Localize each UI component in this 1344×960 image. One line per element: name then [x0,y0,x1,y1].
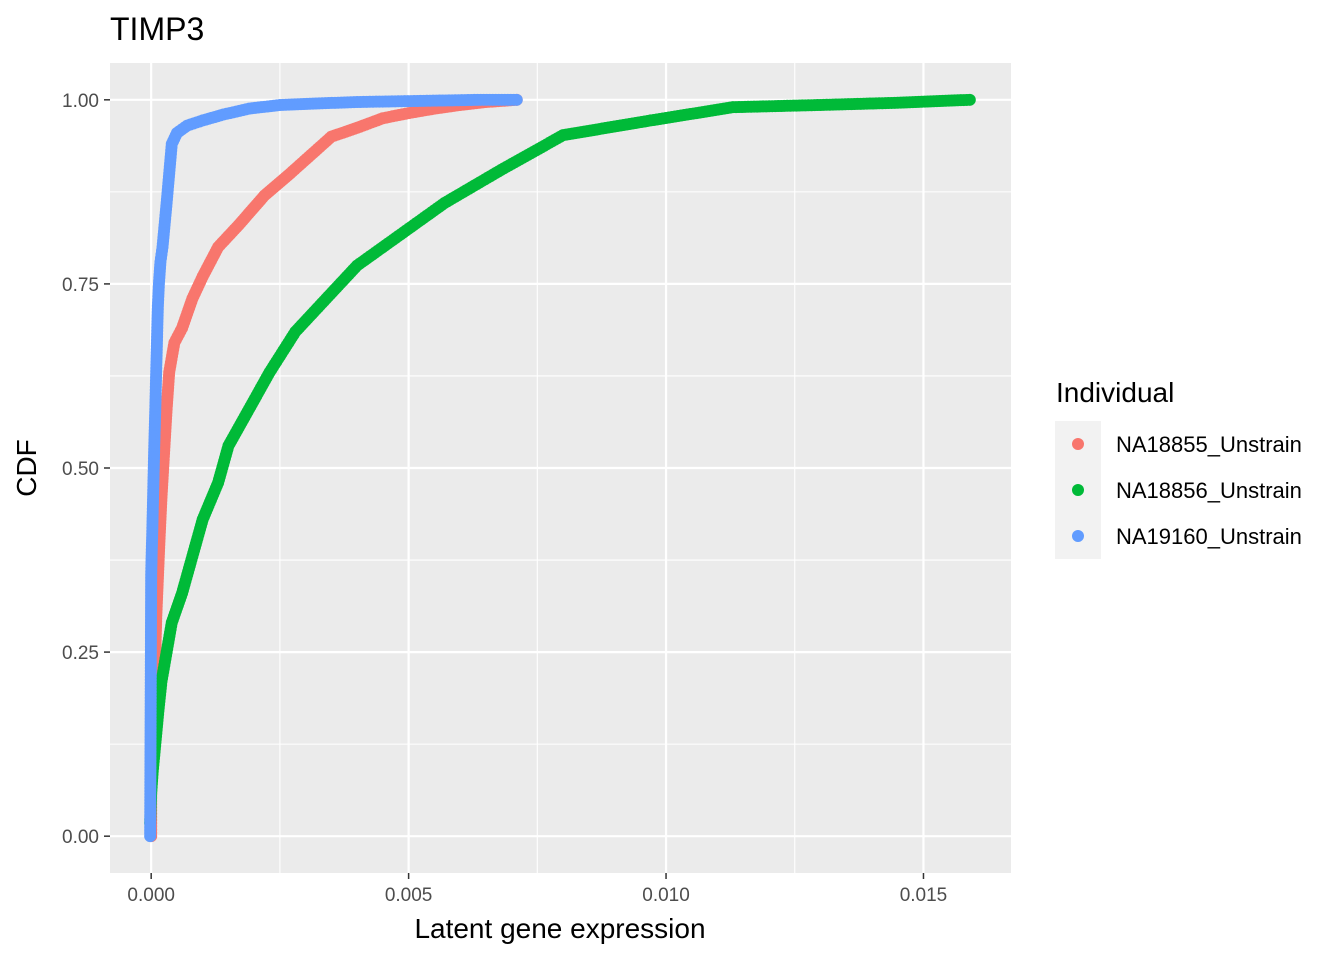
x-tick-label: 0.015 [900,885,948,906]
data-point [510,93,523,106]
legend-label: NA19160_Unstrain [1116,524,1302,549]
legend-key-NA19160_Unstrain [1072,530,1084,542]
y-axis-title: CDF [11,439,42,497]
x-axis-title: Latent gene expression [414,913,705,944]
legend-label: NA18856_Unstrain [1116,478,1302,503]
legend-items: NA18855_Unstrain NA18856_Unstrain NA19160_… [1072,432,1302,549]
chart-title: TIMP3 [110,11,204,47]
grid-lines [110,63,1011,873]
legend-title: Individual [1056,377,1174,408]
series-NA19160_Unstrain [144,93,523,843]
legend: Individual NA18855_Unstrain NA18856_Unstr… [1055,377,1302,559]
data-series [144,93,976,843]
legend-key-NA18855_Unstrain [1072,438,1084,450]
x-tick-label: 0.005 [385,885,433,906]
y-tick-label: 0.75 [62,275,99,296]
y-tick-label: 1.00 [62,91,99,112]
y-tick-label: 0.25 [62,643,99,664]
data-point [963,93,976,106]
axes: 0.000 0.005 0.010 0.015 0.00 0.25 0.50 0.75 1.00 [62,91,947,906]
y-tick-label: 0.00 [62,827,99,848]
x-tick-label: 0.000 [127,885,175,906]
y-tick-label: 0.50 [62,459,99,480]
legend-key-NA18856_Unstrain [1072,484,1084,496]
x-tick-label: 0.010 [642,885,690,906]
legend-label: NA18855_Unstrain [1116,432,1302,457]
